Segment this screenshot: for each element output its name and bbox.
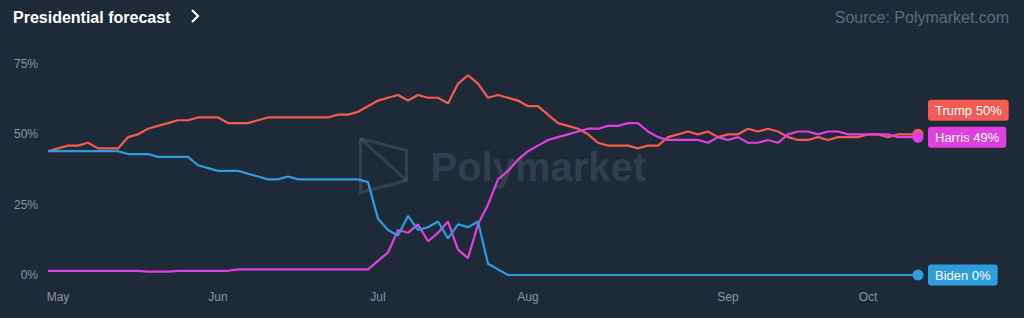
svg-text:Biden 0%: Biden 0% <box>935 268 991 283</box>
svg-text:75%: 75% <box>14 57 38 71</box>
svg-text:50%: 50% <box>14 127 38 141</box>
svg-text:0%: 0% <box>21 268 39 282</box>
svg-text:May: May <box>47 290 70 304</box>
svg-text:25%: 25% <box>14 198 38 212</box>
svg-text:Polymarket: Polymarket <box>431 145 647 189</box>
svg-text:Jun: Jun <box>208 290 227 304</box>
svg-text:Jul: Jul <box>370 290 385 304</box>
svg-text:Oct: Oct <box>859 290 878 304</box>
svg-text:Aug: Aug <box>517 290 538 304</box>
svg-text:Harris 49%: Harris 49% <box>935 130 1000 145</box>
svg-text:Sep: Sep <box>717 290 739 304</box>
svg-text:Trump 50%: Trump 50% <box>935 103 1002 118</box>
svg-text:Source: Polymarket.com: Source: Polymarket.com <box>835 9 1009 26</box>
svg-text:Presidential forecast: Presidential forecast <box>13 9 171 26</box>
